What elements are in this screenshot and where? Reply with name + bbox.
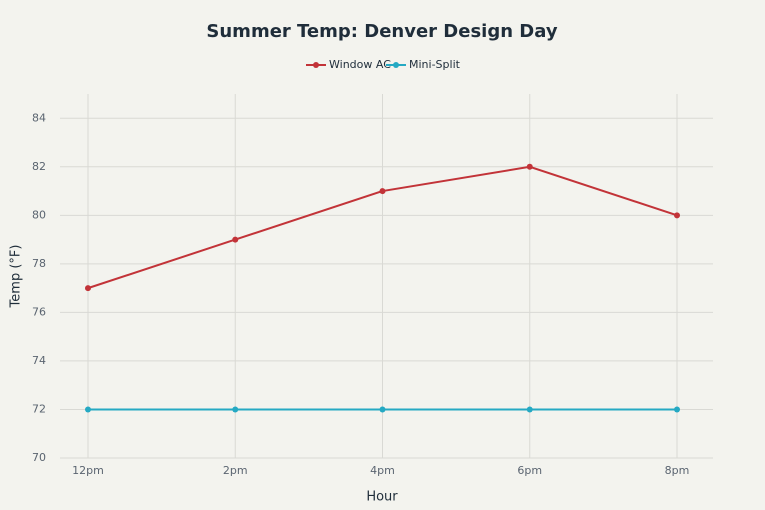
x-axis-title: Hour [366,490,398,505]
y-tick-label: 82 [32,160,46,173]
data-point [674,212,680,219]
y-tick-label: 84 [32,111,46,124]
data-point [85,406,91,413]
x-tick-label: 2pm [223,464,248,477]
data-point [379,188,386,195]
y-tick-label: 76 [32,305,46,318]
data-point [232,406,239,413]
x-tick-label: 4pm [370,464,395,477]
data-point [674,406,680,413]
data-point [526,406,533,413]
chart-title: Summer Temp: Denver Design Day [206,21,557,42]
y-tick-label: 74 [32,354,46,367]
y-tick-label: 72 [32,402,46,415]
data-point [379,406,386,413]
x-tick-label: 6pm [517,464,542,477]
legend-marker [393,62,399,68]
legend: Window AC Mini-Split [306,58,461,71]
data-point [232,236,239,243]
legend-label: Mini-Split [409,58,461,71]
y-tick-label: 78 [32,257,46,270]
y-axis-title: Temp (°F) [9,245,24,309]
data-point [85,285,91,292]
x-tick-label: 8pm [665,464,690,477]
data-point [526,163,533,170]
y-tick-label: 80 [32,208,46,221]
x-tick-label: 12pm [72,464,104,477]
legend-label: Window AC [329,58,391,71]
y-tick-label: 70 [32,451,46,464]
legend-marker [313,62,319,68]
